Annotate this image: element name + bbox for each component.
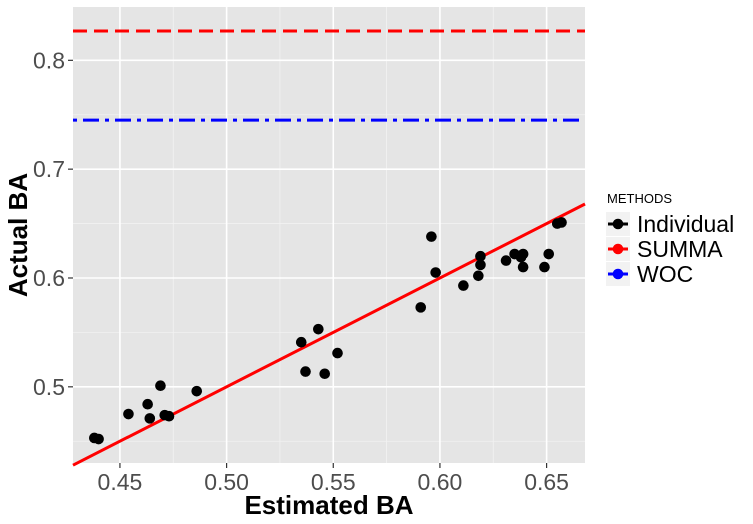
legend-label-individual: Individual (637, 211, 734, 237)
y-tick-label: 0.7 (33, 156, 65, 182)
y-tick-label: 0.8 (33, 47, 65, 73)
y-axis-ticks: 0.5 0.6 0.7 0.8 (33, 47, 73, 400)
data-point (458, 280, 469, 291)
data-point (93, 433, 104, 445)
x-tick-label: 0.45 (98, 469, 143, 495)
data-point (155, 380, 166, 392)
x-axis-title: Estimated BA (244, 490, 413, 520)
legend-key-woc (606, 262, 630, 286)
data-point (295, 336, 307, 348)
data-point (475, 250, 486, 262)
legend-key-summa (606, 237, 630, 261)
legend-key-individual (606, 212, 630, 236)
x-tick-label: 0.55 (311, 469, 356, 495)
legend-label-summa: SUMMA (637, 236, 723, 262)
x-tick-label: 0.65 (524, 469, 569, 495)
data-point (430, 267, 441, 278)
grid-minor (73, 7, 585, 463)
panel-background (73, 7, 585, 463)
data-point (332, 347, 343, 359)
data-point (475, 259, 486, 271)
data-point (517, 248, 529, 260)
legend-key-point (612, 268, 624, 280)
data-point (543, 248, 555, 260)
y-tick-label: 0.5 (33, 374, 65, 400)
y-tick-label: 0.6 (33, 265, 65, 291)
data-point (517, 261, 529, 273)
legend-title: METHODS (607, 191, 672, 206)
fit-line (72, 202, 586, 467)
data-point (163, 410, 175, 422)
data-point (123, 408, 134, 420)
data-point (426, 231, 437, 242)
data-point (142, 398, 153, 410)
x-tick-label: 0.60 (418, 469, 463, 495)
x-tick-label: 0.50 (204, 469, 249, 495)
x-axis-ticks: 0.45 0.50 0.55 0.60 0.65 (98, 463, 569, 495)
reference-lines (72, 29, 586, 467)
data-point (539, 261, 550, 273)
legend-label-woc: WOC (637, 261, 693, 287)
legend-key-point (612, 243, 624, 255)
data-point (300, 366, 311, 377)
data-point (319, 368, 331, 380)
data-point (191, 385, 203, 397)
data-point (556, 217, 567, 228)
individual-points (89, 217, 567, 445)
data-point (415, 302, 427, 313)
data-point (144, 413, 156, 424)
y-axis-title: Actual BA (3, 173, 33, 297)
legend-key-point (612, 218, 624, 230)
data-point (313, 323, 324, 335)
data-point (473, 270, 484, 282)
data-point (500, 255, 512, 266)
